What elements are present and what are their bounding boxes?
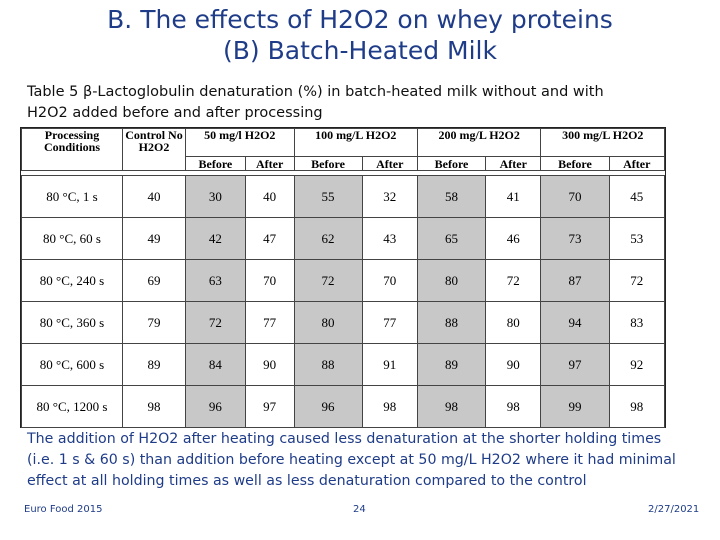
cell-condition: 80 °C, 240 s: [21, 259, 123, 302]
cell-value: 42: [185, 217, 246, 260]
cell-value: 80: [416, 259, 487, 302]
cell-value: 99: [540, 385, 610, 428]
table-caption-line1: Table 5 β-Lactoglobulin denaturation (%)…: [27, 84, 604, 100]
cell-value: 98: [485, 385, 542, 428]
header-after: After: [361, 156, 418, 171]
cell-value: 70: [361, 259, 418, 302]
cell-value: 70: [540, 175, 610, 218]
cell-value: 72: [608, 259, 666, 302]
header-before: Before: [540, 156, 610, 171]
table-row: 80 °C, 360 s 79 72 77 80 77 88 80 94 83: [21, 301, 666, 344]
header-conc-100: 100 mg/L H2O2: [293, 128, 418, 157]
header-before: Before: [185, 156, 246, 171]
cell-value: 41: [485, 175, 542, 218]
cell-value: 98: [361, 385, 418, 428]
header-after: After: [485, 156, 542, 171]
cell-value: 94: [540, 301, 610, 344]
footer-page-number: 24: [353, 504, 366, 515]
cell-value: 40: [244, 175, 295, 218]
cell-value: 53: [608, 217, 666, 260]
conclusion-note: The addition of H2O2 after heating cause…: [27, 429, 717, 492]
denaturation-table: Processing Conditions Control No H2O2 50…: [21, 128, 666, 428]
header-conc-200: 200 mg/L H2O2: [416, 128, 542, 157]
cell-value: 77: [244, 301, 295, 344]
cell-value: 45: [608, 175, 666, 218]
conclusion-line3: effect at all holding times as well as l…: [27, 473, 587, 489]
slide-title-line1: B. The effects of H2O2 on whey proteins: [107, 5, 613, 34]
cell-value: 91: [361, 343, 418, 386]
cell-value: 90: [485, 343, 542, 386]
cell-value: 46: [485, 217, 542, 260]
conclusion-line1: The addition of H2O2 after heating cause…: [27, 431, 662, 447]
cell-control: 79: [122, 301, 186, 344]
slide-title-line2: (B) Batch-Heated Milk: [223, 36, 497, 65]
cell-value: 73: [540, 217, 610, 260]
header-conc-300: 300 mg/L H2O2: [540, 128, 665, 157]
table-row: 80 °C, 1200 s 98 96 97 96 98 98 98 99 98: [21, 385, 666, 428]
cell-value: 72: [185, 301, 246, 344]
cell-value: 88: [416, 301, 487, 344]
cell-value: 47: [244, 217, 295, 260]
cell-value: 90: [244, 343, 295, 386]
cell-value: 97: [540, 343, 610, 386]
cell-value: 96: [185, 385, 246, 428]
cell-value: 84: [185, 343, 246, 386]
cell-condition: 80 °C, 600 s: [21, 343, 123, 386]
cell-value: 65: [416, 217, 487, 260]
header-after: After: [608, 156, 666, 171]
header-after: After: [244, 156, 295, 171]
cell-control: 89: [122, 343, 186, 386]
slide-title: B. The effects of H2O2 on whey proteins …: [0, 4, 720, 66]
cell-value: 55: [293, 175, 363, 218]
cell-value: 88: [293, 343, 363, 386]
footer-event: Euro Food 2015: [24, 504, 103, 515]
cell-condition: 80 °C, 60 s: [21, 217, 123, 260]
header-before: Before: [416, 156, 487, 171]
cell-value: 32: [361, 175, 418, 218]
table-row: 80 °C, 240 s 69 63 70 72 70 80 72 87 72: [21, 259, 666, 302]
cell-control: 69: [122, 259, 186, 302]
cell-condition: 80 °C, 1200 s: [21, 385, 123, 428]
cell-value: 89: [416, 343, 487, 386]
cell-value: 96: [293, 385, 363, 428]
header-conc-50: 50 mg/l H2O2: [185, 128, 295, 157]
cell-value: 98: [608, 385, 666, 428]
cell-value: 80: [293, 301, 363, 344]
cell-value: 98: [416, 385, 487, 428]
table-caption-line2: H2O2 added before and after processing: [27, 105, 323, 121]
conclusion-line2: (i.e. 1 s & 60 s) than addition before h…: [27, 452, 676, 468]
header-before: Before: [293, 156, 363, 171]
cell-condition: 80 °C, 1 s: [21, 175, 123, 218]
denaturation-table-image: Processing Conditions Control No H2O2 50…: [20, 127, 666, 428]
cell-value: 87: [540, 259, 610, 302]
cell-control: 49: [122, 217, 186, 260]
cell-value: 72: [293, 259, 363, 302]
cell-control: 98: [122, 385, 186, 428]
cell-value: 72: [485, 259, 542, 302]
table-caption: Table 5 β-Lactoglobulin denaturation (%)…: [27, 82, 697, 124]
cell-value: 70: [244, 259, 295, 302]
cell-value: 77: [361, 301, 418, 344]
header-control: Control No H2O2: [122, 128, 186, 171]
table-row: 80 °C, 60 s 49 42 47 62 43 65 46 73 53: [21, 217, 666, 260]
cell-value: 30: [185, 175, 246, 218]
cell-control: 40: [122, 175, 186, 218]
cell-condition: 80 °C, 360 s: [21, 301, 123, 344]
cell-value: 83: [608, 301, 666, 344]
cell-value: 80: [485, 301, 542, 344]
cell-value: 97: [244, 385, 295, 428]
cell-value: 43: [361, 217, 418, 260]
cell-value: 92: [608, 343, 666, 386]
table-row: 80 °C, 1 s 40 30 40 55 32 58 41 70 45: [21, 175, 666, 218]
table-row: 80 °C, 600 s 89 84 90 88 91 89 90 97 92: [21, 343, 666, 386]
cell-value: 62: [293, 217, 363, 260]
cell-value: 63: [185, 259, 246, 302]
header-processing-conditions: Processing Conditions: [21, 128, 123, 171]
cell-value: 58: [416, 175, 487, 218]
footer-date: 2/27/2021: [648, 504, 700, 515]
